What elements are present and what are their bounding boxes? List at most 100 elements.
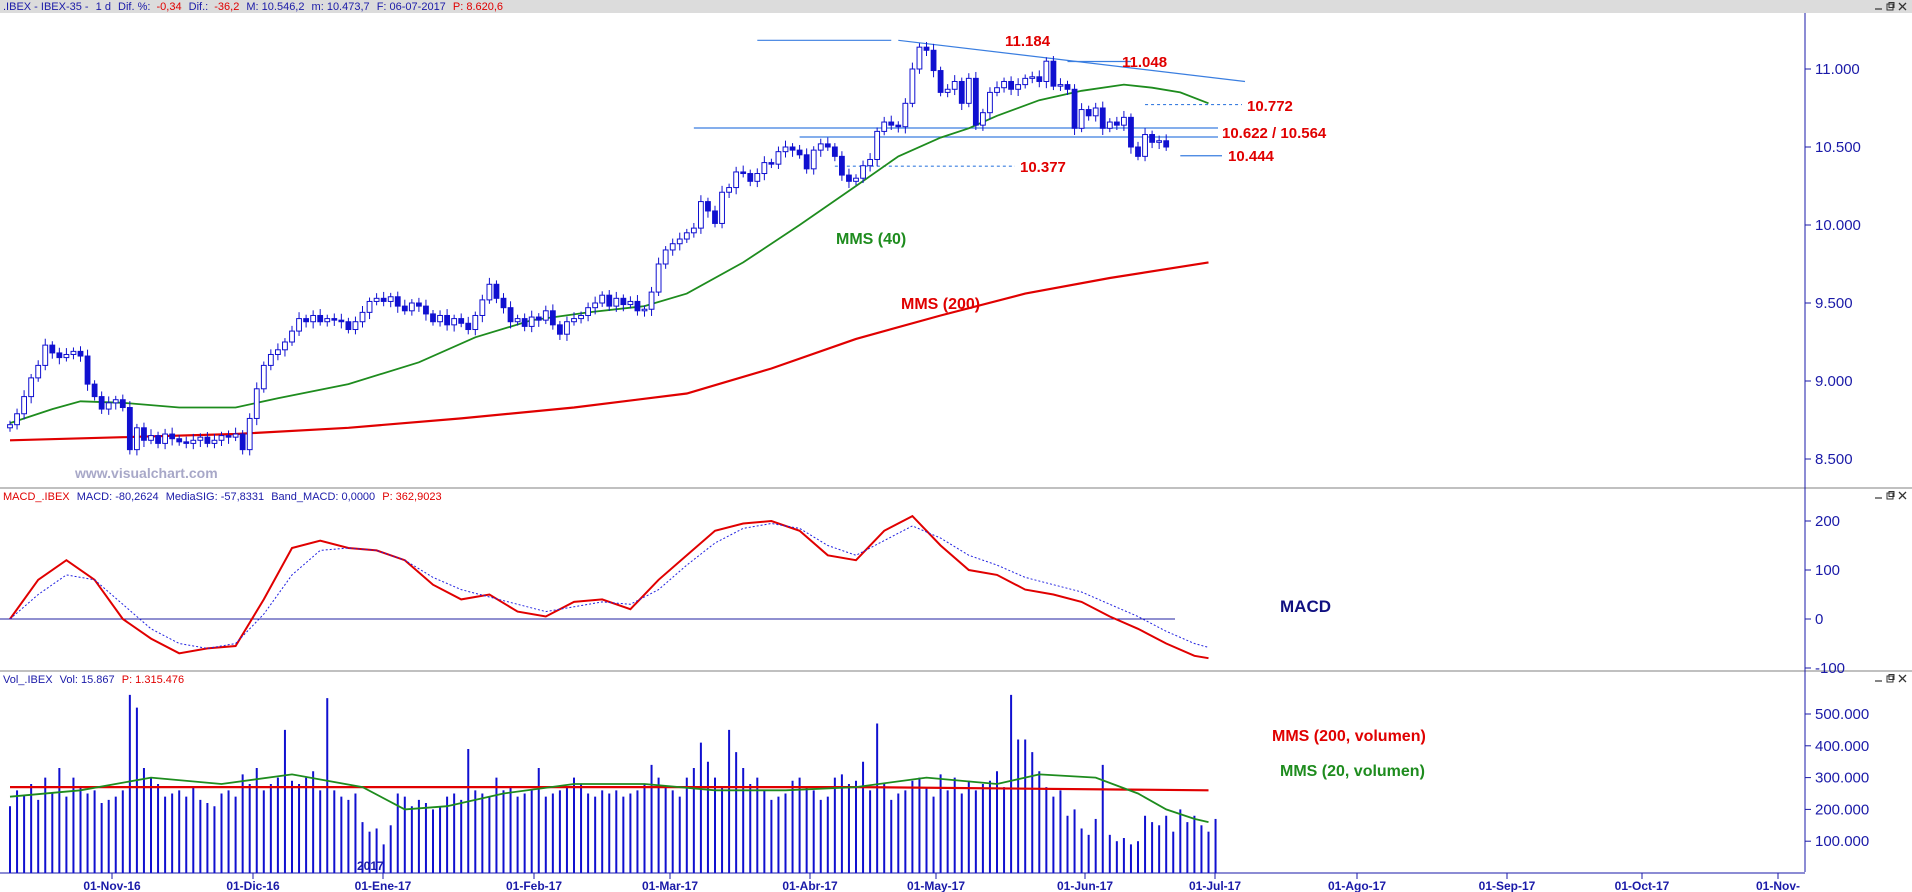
header-dif-label: Dif.:: [189, 1, 209, 13]
candle: [204, 432, 211, 448]
candle: [232, 427, 239, 442]
restore-icon[interactable]: [1886, 2, 1895, 11]
candle: [768, 158, 775, 169]
date-tick-label: 01-Feb-17: [506, 879, 562, 892]
volume-bars: [9, 694, 1217, 873]
candle: [902, 98, 909, 134]
candle: [63, 348, 70, 362]
candle: [930, 43, 937, 78]
macd-tick-label: 0: [1815, 611, 1823, 628]
candle: [740, 165, 747, 178]
candle: [437, 310, 443, 327]
candle: [183, 436, 190, 449]
candle: [14, 408, 20, 430]
descending-trendline: [898, 39, 1246, 83]
candle: [557, 320, 563, 340]
price-tick-label: 11.000: [1815, 61, 1860, 78]
candle: [324, 314, 331, 327]
price-tick-label: 10.500: [1815, 139, 1861, 156]
candle: [1099, 101, 1106, 135]
close-icon[interactable]: [1898, 491, 1907, 500]
annotation-10772: 10.772: [1247, 98, 1293, 115]
header-min: m: 10.473,7: [312, 1, 370, 13]
date-tick-label: 01-Mar-17: [642, 879, 698, 892]
header-date: F: 06-07-2017: [377, 1, 446, 13]
candle: [514, 314, 521, 326]
candle: [888, 115, 895, 130]
candle: [253, 382, 260, 426]
candlesticks: [7, 42, 1170, 456]
candle: [592, 296, 599, 315]
candle: [465, 316, 472, 335]
candle: [803, 148, 810, 174]
candle: [458, 313, 465, 328]
date-tick-label: 01-May-17: [907, 879, 965, 892]
macd-header-last: P: 362,9023: [382, 491, 441, 503]
candle: [105, 396, 112, 415]
candle: [690, 222, 697, 238]
annotation-11184: 11.184: [1005, 33, 1051, 50]
candle: [648, 286, 655, 316]
candle: [218, 431, 225, 447]
candle: [747, 169, 754, 187]
volume-tick-label: 500.000: [1815, 706, 1869, 723]
candle: [260, 361, 267, 393]
candle: [620, 294, 627, 312]
candle: [972, 71, 979, 130]
volume-tick-label: 200.000: [1815, 801, 1869, 818]
candle: [1015, 78, 1022, 96]
candle: [1001, 77, 1007, 93]
price-tick-label: 9.000: [1815, 373, 1853, 390]
candle: [705, 197, 711, 218]
candle: [211, 433, 218, 449]
date-tick-label: 01-Sep-17: [1479, 879, 1536, 892]
candle: [493, 280, 500, 304]
close-icon[interactable]: [1898, 674, 1907, 683]
date-tick-label: 01-Ago-17: [1328, 879, 1386, 892]
label-mms200: MMS (200): [901, 296, 980, 313]
price-window-controls: [1874, 2, 1907, 11]
candle: [613, 291, 620, 312]
date-tick-label: 01-Dic-16: [226, 879, 280, 892]
candle: [1078, 103, 1085, 133]
candle: [296, 312, 302, 336]
candle: [839, 151, 845, 181]
minimize-icon[interactable]: [1874, 2, 1883, 11]
restore-icon[interactable]: [1886, 491, 1895, 500]
candle: [1064, 80, 1071, 96]
macd-header-name: MACD_.IBEX: [3, 491, 70, 503]
price-tick-label: 9.500: [1815, 295, 1853, 312]
price-header: .IBEX - IBEX-35 - 1 d Dif. %: -0,34 Dif.…: [3, 1, 503, 13]
candle: [1135, 141, 1141, 161]
header-last: P: 8.620,6: [453, 1, 503, 13]
date-tick-label: 01-Oct-17: [1615, 879, 1670, 892]
candle: [119, 394, 126, 412]
candle: [1057, 78, 1064, 91]
volume-header-name: Vol_.IBEX: [3, 674, 53, 686]
candle: [655, 257, 662, 296]
date-tick-label: 01-Nov-16: [83, 879, 141, 892]
date-tick-label: 01-Jul-17: [1189, 879, 1241, 892]
volume-window-controls: [1875, 674, 1907, 683]
header-difpct-value: -0,34: [156, 1, 181, 13]
annotation-10444: 10.444: [1228, 148, 1275, 165]
candle: [958, 77, 965, 111]
candle: [331, 313, 338, 326]
candle: [571, 312, 577, 326]
candle: [923, 42, 930, 57]
candle: [1149, 130, 1155, 149]
macd-lines: [9, 514, 1209, 660]
date-tick-label: 01-Jun-17: [1057, 879, 1113, 892]
candle: [282, 338, 288, 357]
candle: [225, 430, 232, 444]
candle: [719, 185, 725, 229]
candle: [796, 144, 803, 159]
restore-icon[interactable]: [1886, 674, 1895, 683]
candle: [698, 195, 704, 234]
close-icon[interactable]: [1898, 2, 1907, 11]
candle: [366, 297, 373, 320]
header-symbol: .IBEX - IBEX-35 -: [3, 1, 89, 13]
candle: [197, 433, 204, 447]
candle: [853, 174, 859, 186]
candle: [98, 391, 105, 414]
